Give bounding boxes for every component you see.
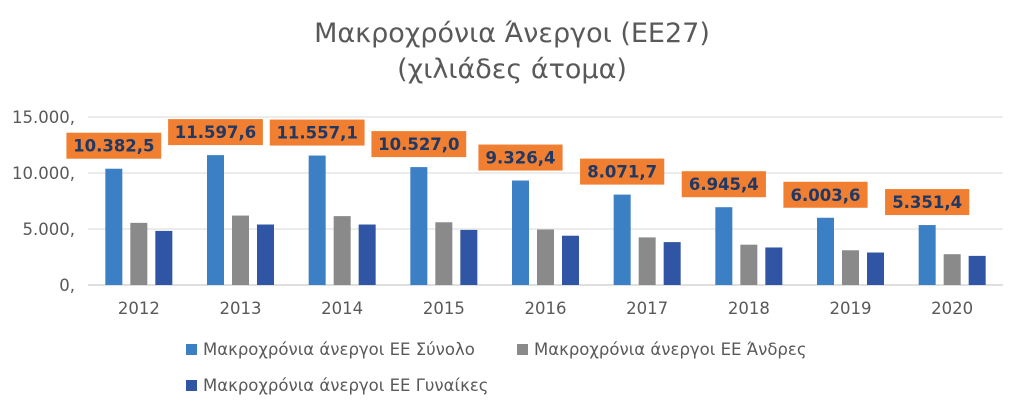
x-tick-label: 2014: [321, 299, 363, 318]
data-label: 8.071,7: [587, 163, 657, 182]
x-tick-label: 2012: [118, 299, 160, 318]
x-tick-label: 2020: [931, 299, 973, 318]
legend-label-women: Μακροχρόνια άνεργοι ΕΕ Γυναίκες: [203, 376, 489, 395]
x-tick-label: 2017: [626, 299, 668, 318]
bar: [638, 237, 656, 285]
data-label-box: [885, 189, 970, 216]
bar: [943, 254, 961, 285]
bar: [867, 252, 884, 285]
bar: [308, 155, 326, 285]
y-tick-label: 10.000,: [12, 164, 75, 183]
x-tick-label: 2015: [423, 299, 465, 318]
bar: [740, 244, 758, 285]
x-tick-label: 2013: [220, 299, 262, 318]
bar: [817, 217, 834, 285]
y-tick-label: 15.000,: [12, 108, 75, 127]
legend-swatch-total: [186, 344, 197, 355]
x-tick-label: 2019: [830, 299, 872, 318]
x-tick-label: 2018: [728, 299, 770, 318]
legend-swatch-women: [186, 380, 197, 391]
bar: [232, 215, 249, 285]
data-label: 5.351,4: [892, 193, 962, 212]
bar: [257, 224, 274, 285]
data-label-box: [580, 158, 665, 185]
legend-label-total: Μακροχρόνια άνεργοι ΕΕ Σύνολο: [203, 340, 475, 359]
chart-title: Μακροχρόνια Άνεργοι (ΕΕ27): [314, 18, 710, 49]
bar: [512, 180, 529, 285]
chart-subtitle: (χιλιάδες άτομα): [397, 54, 627, 85]
bar: [918, 225, 936, 285]
y-tick-label: 0,: [59, 276, 75, 295]
legend-item-men: Μακροχρόνια άνεργοι ΕΕ Άνδρες: [517, 340, 807, 359]
data-label: 11.557,1: [276, 124, 357, 143]
data-label: 9.326,4: [486, 149, 556, 168]
data-label-box: [269, 119, 365, 146]
bar: [842, 250, 859, 285]
data-label-box: [681, 171, 766, 198]
legend-label-men: Μακροχρόνια άνεργοι ΕΕ Άνδρες: [534, 340, 807, 359]
bar: [333, 216, 351, 285]
legend-swatch-men: [517, 344, 528, 355]
bar: [207, 155, 224, 285]
bar: [460, 229, 478, 285]
legend-item-total: Μακροχρόνια άνεργοι ΕΕ Σύνολο: [186, 340, 475, 359]
bar: [537, 229, 554, 285]
data-label: 10.382,5: [73, 137, 154, 156]
data-label: 6.003,6: [791, 186, 861, 205]
data-label: 6.945,4: [689, 175, 759, 194]
data-label-box: [783, 181, 868, 208]
bar: [435, 222, 453, 285]
data-label: 11.597,6: [175, 123, 256, 142]
bar: [130, 222, 148, 285]
data-label-box: [371, 131, 467, 158]
data-label-box: [168, 119, 263, 146]
bar: [663, 242, 681, 285]
bar: [968, 255, 986, 285]
bar: [155, 230, 173, 285]
y-tick-label: 5.000,: [23, 220, 75, 239]
x-tick-label: 2016: [525, 299, 567, 318]
bar: [765, 247, 783, 285]
legend-item-women: Μακροχρόνια άνεργοι ΕΕ Γυναίκες: [186, 376, 488, 395]
data-label-box: [478, 144, 563, 171]
bar: [613, 194, 631, 285]
data-label: 10.527,0: [378, 135, 459, 154]
data-label-box: [66, 132, 162, 159]
bar: [715, 207, 733, 285]
bar: [358, 224, 376, 285]
bar: [410, 167, 428, 285]
bar: [105, 168, 123, 285]
bar: [562, 235, 579, 285]
